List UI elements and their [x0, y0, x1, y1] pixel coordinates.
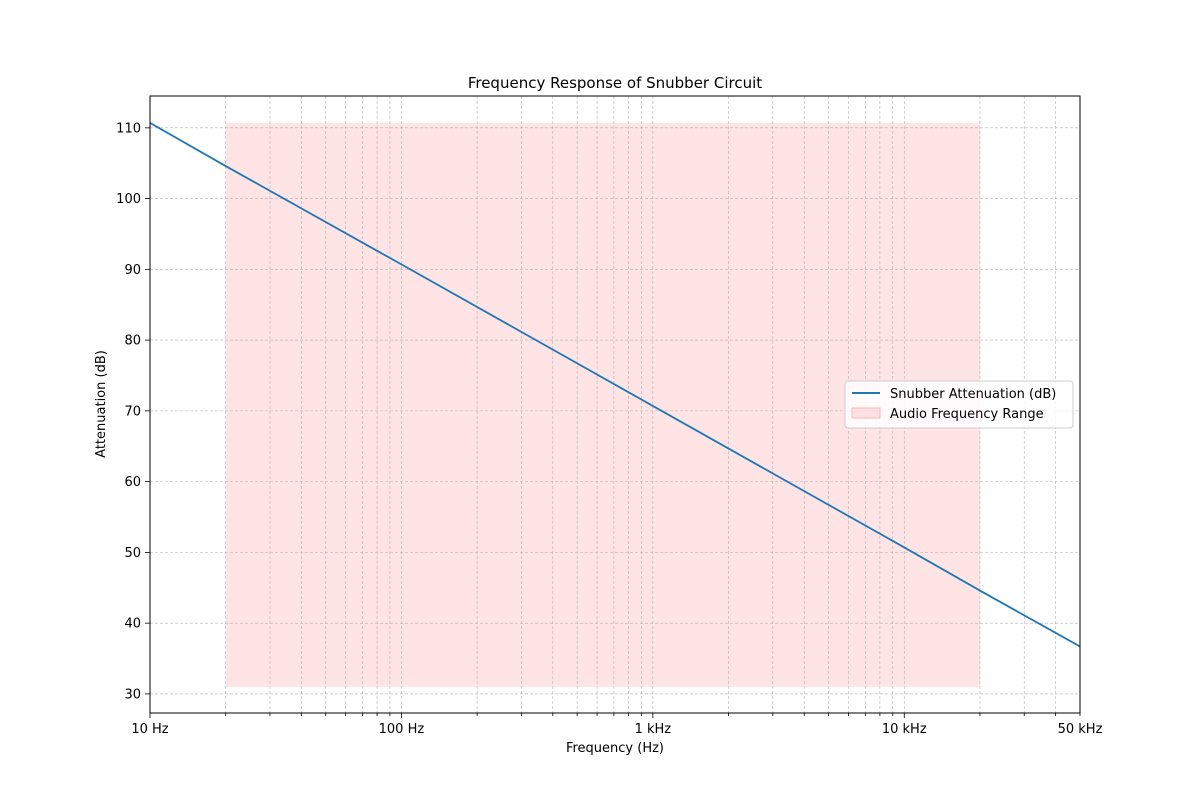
legend-shade-swatch	[851, 407, 881, 419]
legend-box	[844, 380, 1074, 429]
y-tick-label: 60	[124, 475, 141, 490]
chart-title: Frequency Response of Snubber Circuit	[468, 74, 762, 92]
y-tick-label: 30	[124, 687, 141, 702]
legend: Snubber Attenuation (dB) Audio Frequency…	[844, 380, 1074, 429]
y-tick-label: 50	[124, 546, 141, 561]
series-layer	[149, 122, 1081, 648]
tick-layer: 30 40 50 60 70 80 90 100 110 10 Hz 100 Hz 1 kHz 10 k…	[116, 121, 1102, 737]
series-line-0	[149, 122, 1081, 648]
y-tick-label: 110	[116, 121, 141, 136]
grid-layer	[149, 96, 1081, 713]
y-tick-label: 80	[124, 334, 141, 349]
y-axis-label: Attenuation (dB)	[94, 350, 109, 458]
x-axis-label: Frequency (Hz)	[566, 741, 664, 756]
legend-series-label: Snubber Attenuation (dB)	[890, 387, 1056, 402]
x-tick-label: 50 kHz	[1058, 722, 1103, 737]
y-tick-label: 40	[124, 617, 141, 632]
y-tick-label: 90	[124, 263, 141, 278]
legend-shade-label: Audio Frequency Range	[890, 407, 1044, 422]
x-tick-label: 10 kHz	[882, 722, 927, 737]
y-tick-label: 70	[124, 404, 141, 419]
x-tick-label: 10 Hz	[131, 722, 168, 737]
plot-frame	[149, 95, 1081, 714]
x-tick-label: 100 Hz	[379, 722, 425, 737]
x-tick-label: 1 kHz	[635, 722, 672, 737]
y-tick-label: 100	[116, 192, 141, 207]
